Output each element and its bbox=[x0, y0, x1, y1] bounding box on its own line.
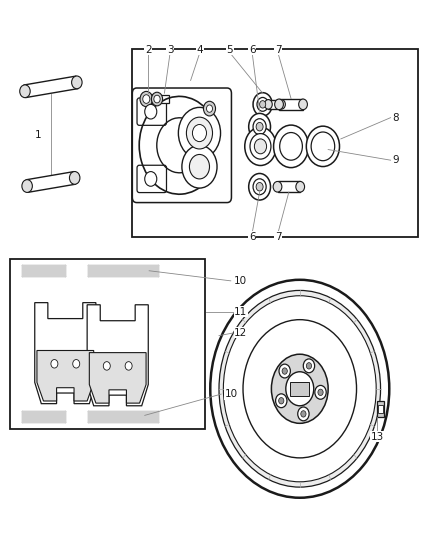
Circle shape bbox=[145, 104, 157, 119]
Circle shape bbox=[256, 182, 263, 191]
Circle shape bbox=[125, 362, 132, 370]
Circle shape bbox=[253, 119, 266, 135]
Polygon shape bbox=[35, 303, 96, 403]
Circle shape bbox=[274, 125, 308, 167]
Bar bbox=[132, 49, 418, 237]
Circle shape bbox=[265, 100, 272, 109]
Circle shape bbox=[318, 389, 323, 395]
Circle shape bbox=[189, 155, 209, 179]
Circle shape bbox=[245, 127, 276, 165]
Circle shape bbox=[103, 362, 110, 370]
FancyBboxPatch shape bbox=[137, 98, 166, 125]
FancyBboxPatch shape bbox=[137, 165, 166, 192]
Polygon shape bbox=[89, 353, 146, 403]
Polygon shape bbox=[278, 181, 300, 192]
Circle shape bbox=[152, 92, 162, 106]
Circle shape bbox=[70, 172, 80, 184]
Text: 1: 1 bbox=[35, 130, 41, 140]
Bar bbox=[11, 259, 205, 429]
Polygon shape bbox=[157, 95, 169, 103]
Polygon shape bbox=[24, 76, 78, 98]
Circle shape bbox=[298, 407, 309, 421]
Circle shape bbox=[243, 320, 357, 458]
Circle shape bbox=[143, 95, 150, 103]
Circle shape bbox=[154, 95, 160, 103]
Circle shape bbox=[20, 85, 30, 98]
Circle shape bbox=[187, 117, 212, 149]
Circle shape bbox=[22, 180, 32, 192]
Polygon shape bbox=[268, 100, 282, 109]
Circle shape bbox=[51, 360, 58, 368]
Text: 10: 10 bbox=[225, 389, 238, 399]
Polygon shape bbox=[290, 382, 309, 396]
Text: 8: 8 bbox=[392, 112, 399, 123]
Circle shape bbox=[249, 173, 271, 200]
Circle shape bbox=[276, 394, 287, 408]
Polygon shape bbox=[146, 94, 152, 104]
Circle shape bbox=[278, 100, 286, 109]
Circle shape bbox=[210, 280, 389, 498]
Text: 7: 7 bbox=[275, 45, 281, 54]
Circle shape bbox=[223, 296, 376, 482]
Circle shape bbox=[311, 132, 335, 161]
Circle shape bbox=[73, 360, 80, 368]
Text: 7: 7 bbox=[275, 232, 281, 242]
Polygon shape bbox=[37, 351, 94, 401]
Circle shape bbox=[71, 76, 82, 89]
Circle shape bbox=[206, 105, 212, 112]
Circle shape bbox=[279, 398, 284, 404]
Text: 4: 4 bbox=[197, 45, 203, 54]
Circle shape bbox=[315, 385, 326, 399]
Circle shape bbox=[257, 98, 268, 111]
Circle shape bbox=[273, 181, 282, 192]
Text: 3: 3 bbox=[167, 45, 173, 54]
Polygon shape bbox=[279, 99, 303, 110]
Circle shape bbox=[272, 354, 328, 423]
Circle shape bbox=[192, 125, 206, 142]
Circle shape bbox=[219, 290, 381, 487]
Circle shape bbox=[204, 101, 215, 116]
Polygon shape bbox=[87, 305, 148, 406]
Text: 6: 6 bbox=[249, 45, 255, 54]
Circle shape bbox=[299, 99, 307, 110]
Circle shape bbox=[178, 107, 221, 159]
Circle shape bbox=[253, 93, 272, 116]
Text: 13: 13 bbox=[371, 432, 384, 442]
Circle shape bbox=[254, 139, 267, 154]
Circle shape bbox=[253, 179, 266, 195]
Text: 12: 12 bbox=[234, 328, 247, 338]
FancyBboxPatch shape bbox=[132, 88, 231, 203]
Text: 2: 2 bbox=[145, 45, 152, 54]
Text: 5: 5 bbox=[226, 45, 233, 54]
Text: 11: 11 bbox=[234, 306, 247, 317]
Bar bbox=[378, 405, 383, 413]
Circle shape bbox=[260, 101, 266, 108]
Circle shape bbox=[249, 114, 271, 140]
Circle shape bbox=[256, 123, 263, 131]
Text: 10: 10 bbox=[234, 276, 247, 286]
Text: 6: 6 bbox=[249, 232, 255, 242]
Circle shape bbox=[250, 134, 271, 159]
Circle shape bbox=[280, 133, 302, 160]
Circle shape bbox=[145, 172, 157, 186]
Circle shape bbox=[306, 362, 311, 369]
Circle shape bbox=[275, 99, 283, 110]
Circle shape bbox=[282, 368, 287, 374]
Circle shape bbox=[306, 126, 339, 166]
Circle shape bbox=[296, 181, 304, 192]
Circle shape bbox=[286, 372, 314, 406]
Circle shape bbox=[140, 91, 152, 107]
Text: 9: 9 bbox=[392, 155, 399, 165]
Circle shape bbox=[301, 411, 306, 417]
Circle shape bbox=[182, 146, 217, 188]
Circle shape bbox=[279, 364, 290, 378]
Polygon shape bbox=[26, 172, 75, 192]
Circle shape bbox=[303, 359, 314, 373]
Bar bbox=[377, 401, 384, 417]
